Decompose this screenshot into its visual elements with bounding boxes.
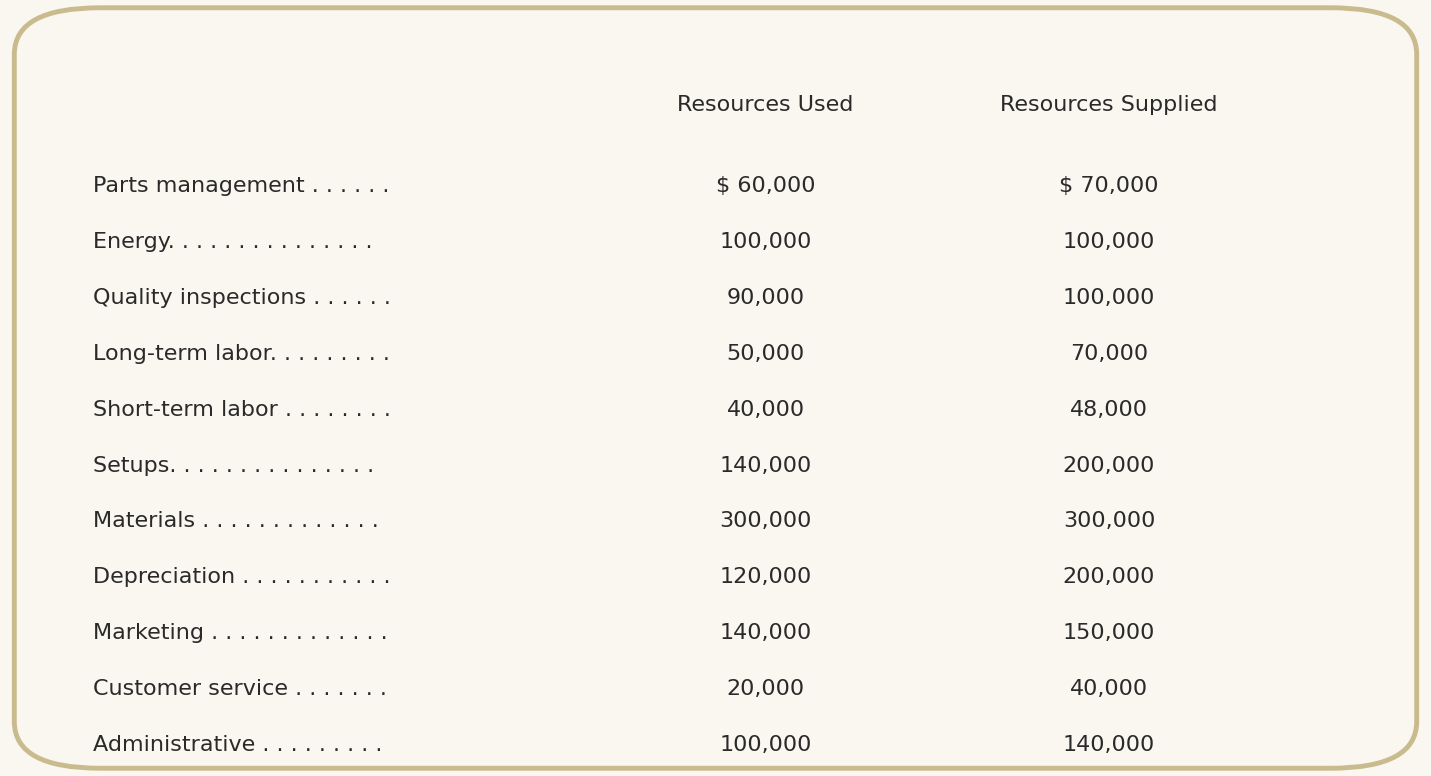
Text: 40,000: 40,000 <box>1070 679 1148 699</box>
Text: Parts management . . . . . .: Parts management . . . . . . <box>93 176 389 196</box>
Text: 200,000: 200,000 <box>1063 456 1155 476</box>
Text: 100,000: 100,000 <box>1063 232 1155 252</box>
Text: Energy. . . . . . . . . . . . . . .: Energy. . . . . . . . . . . . . . . <box>93 232 372 252</box>
Text: Resources Used: Resources Used <box>677 95 854 115</box>
Text: 300,000: 300,000 <box>1063 511 1155 532</box>
Text: 20,000: 20,000 <box>727 679 804 699</box>
Text: Administrative . . . . . . . . .: Administrative . . . . . . . . . <box>93 735 382 755</box>
Text: Resources Supplied: Resources Supplied <box>1000 95 1218 115</box>
Text: 50,000: 50,000 <box>727 344 804 364</box>
Text: 100,000: 100,000 <box>720 232 811 252</box>
Text: 200,000: 200,000 <box>1063 567 1155 587</box>
Text: Customer service . . . . . . .: Customer service . . . . . . . <box>93 679 386 699</box>
Text: Marketing . . . . . . . . . . . . .: Marketing . . . . . . . . . . . . . <box>93 623 388 643</box>
Text: 100,000: 100,000 <box>1063 288 1155 308</box>
Text: Quality inspections . . . . . .: Quality inspections . . . . . . <box>93 288 391 308</box>
Text: Materials . . . . . . . . . . . . .: Materials . . . . . . . . . . . . . <box>93 511 379 532</box>
Text: Depreciation . . . . . . . . . . .: Depreciation . . . . . . . . . . . <box>93 567 391 587</box>
Text: $ 60,000: $ 60,000 <box>716 176 816 196</box>
Text: Short-term labor . . . . . . . .: Short-term labor . . . . . . . . <box>93 400 391 420</box>
Text: 140,000: 140,000 <box>720 456 811 476</box>
Text: 100,000: 100,000 <box>720 735 811 755</box>
Text: 300,000: 300,000 <box>720 511 811 532</box>
Text: 90,000: 90,000 <box>727 288 804 308</box>
Text: 140,000: 140,000 <box>720 623 811 643</box>
Text: 140,000: 140,000 <box>1063 735 1155 755</box>
Text: 150,000: 150,000 <box>1063 623 1155 643</box>
Text: Setups. . . . . . . . . . . . . . .: Setups. . . . . . . . . . . . . . . <box>93 456 373 476</box>
Text: $ 70,000: $ 70,000 <box>1059 176 1159 196</box>
Text: 40,000: 40,000 <box>727 400 804 420</box>
Text: 70,000: 70,000 <box>1070 344 1148 364</box>
Text: Long-term labor. . . . . . . . .: Long-term labor. . . . . . . . . <box>93 344 389 364</box>
Text: 48,000: 48,000 <box>1070 400 1148 420</box>
Text: 120,000: 120,000 <box>720 567 811 587</box>
